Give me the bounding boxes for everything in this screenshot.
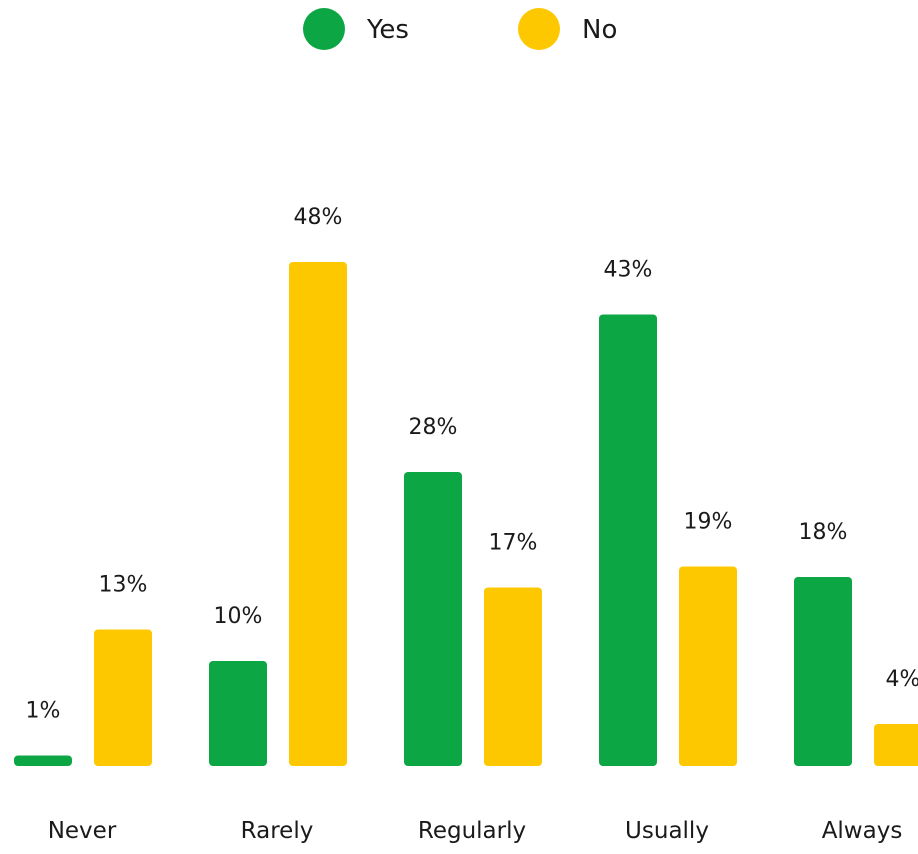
value-label-yes-regularly: 28% (409, 415, 458, 440)
bar-no-never (94, 629, 152, 766)
legend-item-no: No (518, 8, 617, 50)
value-label-no-always: 4% (886, 667, 918, 692)
bar-no-always (874, 724, 918, 766)
bar-yes-usually (599, 314, 657, 766)
value-label-no-never: 13% (99, 573, 148, 598)
value-label-yes-rarely: 10% (214, 604, 263, 629)
bar-no-rarely (289, 262, 347, 766)
value-label-no-regularly: 17% (489, 531, 538, 556)
legend-label-yes: Yes (366, 15, 409, 45)
category-label-never: Never (48, 818, 117, 844)
value-label-no-rarely: 48% (294, 205, 343, 230)
value-label-no-usually: 19% (684, 510, 733, 535)
bar-yes-never (14, 755, 72, 766)
bar-yes-regularly (404, 472, 462, 766)
value-label-yes-always: 18% (799, 520, 848, 545)
category-label-always: Always (822, 818, 903, 844)
legend-item-yes: Yes (303, 8, 409, 50)
category-label-rarely: Rarely (241, 818, 314, 844)
legend: Yes No (303, 8, 617, 50)
legend-label-no: No (582, 15, 617, 45)
legend-swatch-yes (303, 8, 345, 50)
plot-area: 1% 13% Never 10% 48% Rarely 28% 17% Regularly 43%… (14, 205, 918, 844)
bar-yes-rarely (209, 661, 267, 766)
bar-yes-always (794, 577, 852, 766)
bar-no-regularly (484, 587, 542, 766)
bar-no-usually (679, 566, 737, 766)
category-label-regularly: Regularly (418, 818, 526, 844)
value-label-yes-usually: 43% (604, 258, 653, 283)
value-label-yes-never: 1% (26, 699, 61, 724)
legend-swatch-no (518, 8, 560, 50)
category-label-usually: Usually (625, 818, 709, 844)
